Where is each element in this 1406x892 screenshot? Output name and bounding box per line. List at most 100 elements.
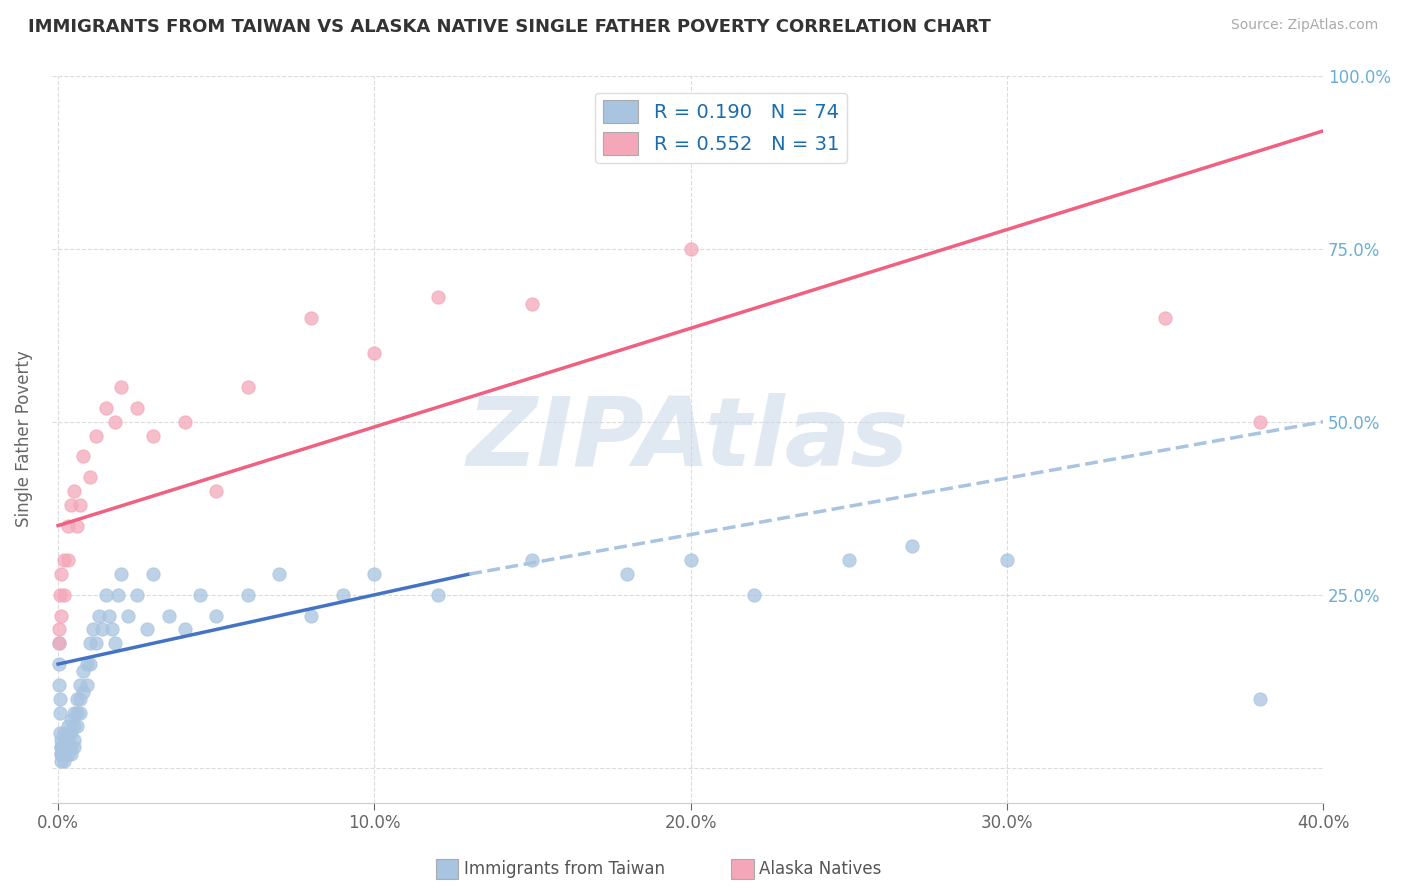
Point [53,754,76,768]
Point [363,345,385,359]
Point [94,588,117,602]
Point [79,636,101,650]
Point [1249,691,1271,706]
Point [69,691,91,706]
Point [91,623,114,637]
Point [66,691,89,706]
Point [94,401,117,415]
Point [56,719,79,733]
Point [269,567,291,582]
Point [679,553,702,567]
Point [1249,415,1271,429]
Point [236,588,259,602]
Point [110,567,132,582]
Point [69,678,91,692]
Point [66,706,89,720]
Point [89,608,111,623]
Point [616,567,638,582]
Text: Source: ZipAtlas.com: Source: ZipAtlas.com [1230,18,1378,32]
Point [69,498,91,512]
Point [51,567,73,582]
Point [1154,310,1177,325]
Point [59,726,82,740]
Point [63,740,86,755]
Point [59,498,82,512]
Point [51,733,73,747]
Point [679,242,702,256]
Point [205,483,228,498]
Y-axis label: Single Father Poverty: Single Father Poverty [15,351,32,527]
Point [72,450,94,464]
Point [48,636,70,650]
Point [363,567,385,582]
Point [190,588,212,602]
Point [48,636,70,650]
Point [48,588,70,602]
Point [76,678,98,692]
Point [53,733,76,747]
Point [84,428,107,442]
Point [66,719,89,733]
Point [97,608,120,623]
Point [63,706,86,720]
Text: IMMIGRANTS FROM TAIWAN VS ALASKA NATIVE SINGLE FATHER POVERTY CORRELATION CHART: IMMIGRANTS FROM TAIWAN VS ALASKA NATIVE … [28,18,991,36]
Point [56,518,79,533]
Point [51,747,73,761]
Point [995,553,1018,567]
Point [53,553,76,567]
Point [173,415,195,429]
Point [53,588,76,602]
Point [63,733,86,747]
Point [56,747,79,761]
Point [48,678,70,692]
Point [236,380,259,394]
Text: Alaska Natives: Alaska Natives [759,860,882,878]
Point [142,428,165,442]
Point [332,588,354,602]
Point [299,608,322,623]
Point [135,623,157,637]
Point [426,290,449,304]
Point [48,657,70,672]
Point [72,664,94,678]
Point [142,567,165,582]
Point [127,401,149,415]
Point [63,719,86,733]
Point [742,588,765,602]
Point [522,297,544,311]
Point [72,685,94,699]
Point [59,747,82,761]
Point [66,518,89,533]
Legend: R = 0.190   N = 74, R = 0.552   N = 31: R = 0.190 N = 74, R = 0.552 N = 31 [596,93,846,162]
Point [69,706,91,720]
Point [56,726,79,740]
Point [173,623,195,637]
Point [101,623,124,637]
Point [205,608,228,623]
Point [56,733,79,747]
Point [56,553,79,567]
Point [110,380,132,394]
Point [51,754,73,768]
Point [48,691,70,706]
Point [63,483,86,498]
Text: ZIPAtlas: ZIPAtlas [467,392,908,485]
Point [79,470,101,484]
Point [49,726,72,740]
Point [76,657,98,672]
Point [51,740,73,755]
Point [82,623,104,637]
Point [901,540,924,554]
Point [426,588,449,602]
Point [79,657,101,672]
Point [49,740,72,755]
Point [48,623,70,637]
Point [522,553,544,567]
Point [838,553,860,567]
Point [59,713,82,727]
Point [53,747,76,761]
Text: Immigrants from Taiwan: Immigrants from Taiwan [464,860,665,878]
Point [157,608,180,623]
Point [299,310,322,325]
Point [127,588,149,602]
